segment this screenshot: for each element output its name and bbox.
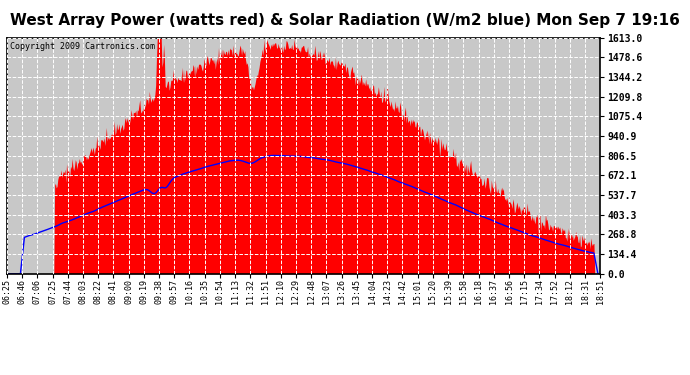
Text: West Array Power (watts red) & Solar Radiation (W/m2 blue) Mon Sep 7 19:16: West Array Power (watts red) & Solar Rad… <box>10 13 680 28</box>
Text: Copyright 2009 Cartronics.com: Copyright 2009 Cartronics.com <box>10 42 155 51</box>
